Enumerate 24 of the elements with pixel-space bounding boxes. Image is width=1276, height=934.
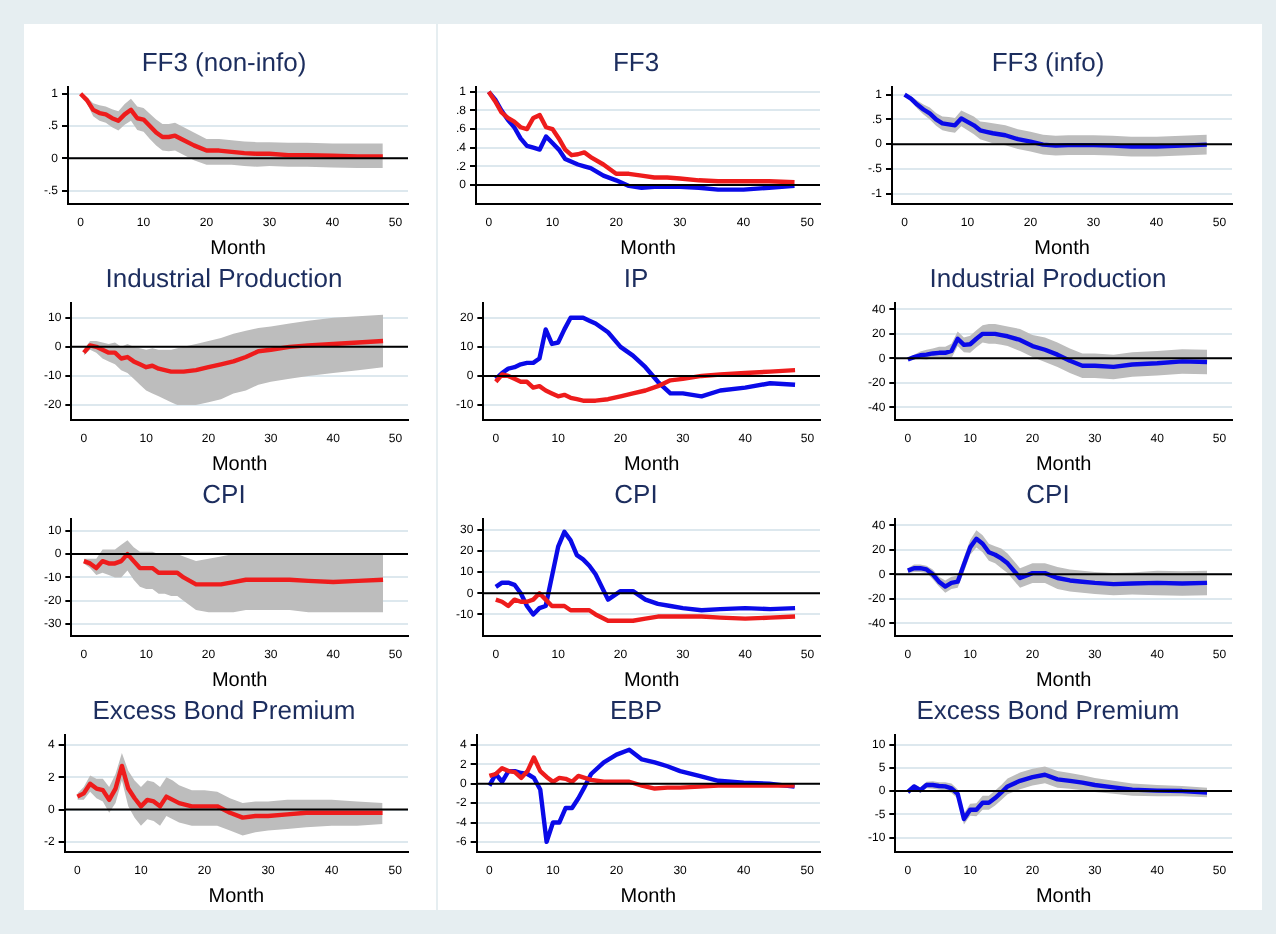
chart-title: FF3 (non-info) (141, 46, 307, 77)
x-axis-title: Month (211, 453, 268, 476)
chart-title: Industrial Production (105, 262, 343, 293)
x-axis-title: Month (620, 237, 676, 260)
chart-title: Excess Bond Premium (92, 694, 356, 725)
x-axis-title: Month (623, 669, 680, 692)
x-axis-title: Month (1035, 453, 1092, 476)
x-axis-title: Month (1035, 669, 1092, 692)
x-axis-title: Month (208, 885, 265, 908)
chart-title: EBP (609, 694, 663, 725)
x-axis-title: Month (210, 237, 266, 260)
chart-title: Excess Bond Premium (916, 694, 1180, 725)
chart-title: Industrial Production (929, 262, 1167, 293)
x-axis-title: Month (620, 885, 677, 908)
x-axis-title: Month (211, 669, 268, 692)
chart-title: FF3 (612, 46, 660, 77)
chart-title: IP (623, 262, 649, 293)
x-axis-title: Month (1034, 237, 1090, 260)
chart-title: CPI (1026, 478, 1070, 509)
chart-title: FF3 (info) (991, 46, 1105, 77)
x-axis-title: Month (623, 453, 680, 476)
chart-title: CPI (614, 478, 658, 509)
chart-title: CPI (202, 478, 246, 509)
x-axis-title: Month (1035, 885, 1092, 908)
